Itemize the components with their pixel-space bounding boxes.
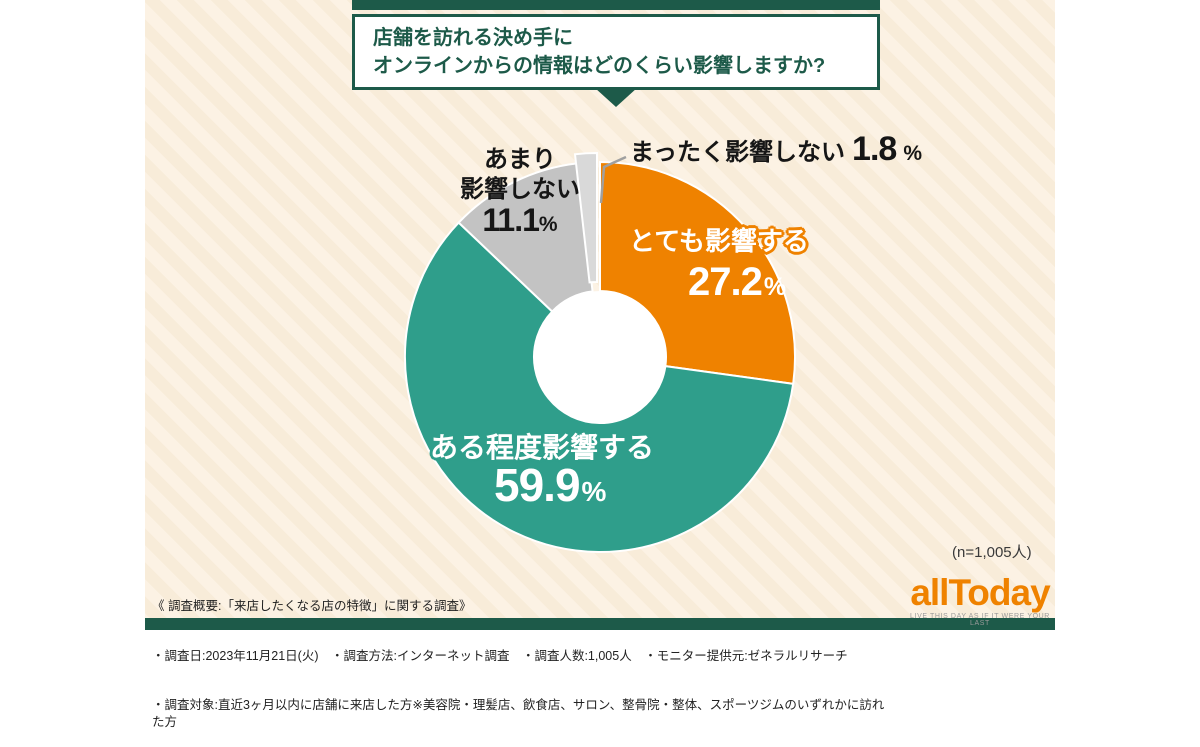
leader-line-not-influential bbox=[599, 155, 627, 204]
donut-chart bbox=[404, 151, 796, 553]
slice-somewhat-influential bbox=[404, 221, 795, 553]
brand-logo: allToday LIVE THIS DAY AS IF IT WERE YOU… bbox=[900, 572, 1060, 628]
footer-line-2: ・調査日:2023年11月21日(火) ・調査方法:インターネット調査 ・調査人… bbox=[152, 648, 848, 663]
title-pointer-triangle bbox=[595, 88, 637, 107]
label-rarely-influential: あまり 影響しない 11.1% bbox=[442, 145, 598, 240]
brand-logo-tagline: LIVE THIS DAY AS IF IT WERE YOUR LAST bbox=[910, 613, 1050, 627]
brand-logo-name: allToday bbox=[910, 572, 1050, 613]
donut-hole bbox=[534, 291, 666, 423]
percent-sign: % bbox=[763, 273, 787, 301]
label-rarely-value: 11.1 bbox=[482, 202, 540, 238]
label-not-influential-text: まったく影響しない bbox=[630, 139, 846, 166]
survey-footer: 《 調査概要:「来店したくなる店の特徴」に関する調査》 ・調査日:2023年11… bbox=[152, 565, 892, 747]
label-very-influential: とても影響する bbox=[629, 226, 809, 256]
percent-somewhat-value: 59.9 bbox=[494, 459, 581, 511]
title-line-2: オンラインからの情報はどのくらい影響しますか? bbox=[373, 55, 826, 77]
label-rarely-line-1: あまり bbox=[484, 146, 556, 173]
label-somewhat-influential: ある程度影響する bbox=[430, 432, 655, 463]
slice-not-influential bbox=[573, 151, 598, 284]
bottom-accent-bar bbox=[145, 618, 1055, 630]
percent-sign: % bbox=[538, 213, 558, 236]
percent-sign: % bbox=[581, 476, 607, 507]
percent-very-influential: 27.2% bbox=[688, 260, 786, 305]
label-rarely-line-2: 影響しない bbox=[460, 176, 580, 203]
title-line-1: 店舗を訪れる決め手に bbox=[373, 27, 573, 49]
top-accent-bar bbox=[352, 0, 880, 10]
sample-size-note: (n=1,005人) bbox=[952, 544, 1032, 561]
percent-somewhat-influential: 59.9% bbox=[494, 458, 606, 512]
percent-sign: % bbox=[903, 142, 922, 165]
footer-line-3: ・調査対象:直近3ヶ月以内に店舗に来店した方※美容院・理髪店、飲食店、サロン、整… bbox=[152, 698, 885, 729]
percent-very-value: 27.2 bbox=[688, 260, 763, 304]
label-not-influential: まったく影響しない 1.8% bbox=[630, 130, 922, 169]
footer-line-1: 《 調査概要:「来店したくなる店の特徴」に関する調査》 bbox=[152, 599, 472, 613]
survey-title-box: 店舗を訪れる決め手に オンラインからの情報はどのくらい影響しますか? bbox=[352, 14, 880, 90]
slice-very-influential bbox=[599, 160, 796, 385]
label-not-influential-value: 1.8 bbox=[852, 130, 897, 168]
slice-rarely-influential bbox=[457, 162, 594, 313]
